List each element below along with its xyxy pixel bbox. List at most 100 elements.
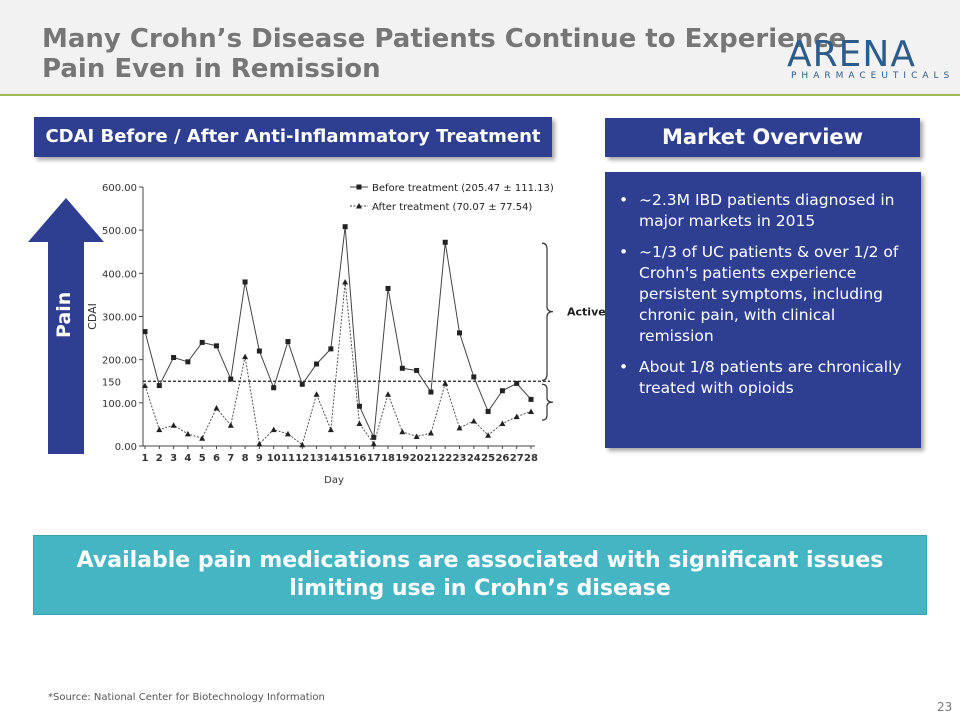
- banner-line-1: Available pain medications are associate…: [76, 548, 884, 573]
- x-tick-label: 21: [424, 453, 438, 464]
- x-tick-label: 1: [142, 453, 149, 464]
- data-point-after: [284, 430, 291, 437]
- x-tick-label: 23: [453, 453, 467, 464]
- x-tick-label: 6: [213, 453, 220, 464]
- data-point-before: [485, 408, 491, 414]
- market-bullet: ~1/3 of UC patients & over 1/2 of Crohn'…: [617, 242, 909, 347]
- series-line-before: [144, 226, 532, 440]
- legend-marker-after: [356, 203, 362, 209]
- x-tick-label: 8: [242, 453, 249, 464]
- data-point-after: [313, 391, 320, 397]
- data-point-before: [457, 330, 463, 336]
- y-tick-label: 200.00: [102, 356, 137, 367]
- data-point-before: [428, 389, 434, 395]
- data-point-after: [370, 440, 377, 447]
- remission-bracket: [541, 383, 554, 421]
- y-tick-label: 300.00: [102, 313, 137, 324]
- slide-header: [0, 0, 960, 94]
- active-label: Active: [567, 306, 606, 319]
- data-point-before: [199, 339, 205, 345]
- data-point-after: [399, 428, 406, 435]
- slide-title: Many Crohn’s Disease Patients Continue t…: [42, 24, 847, 84]
- x-tick-label: 26: [495, 453, 509, 464]
- data-point-after: [442, 380, 449, 386]
- data-point-before: [171, 355, 177, 361]
- cdai-line-chart: 0.00 100.00 200.00 300.00 400.00 500.00 600.00…: [86, 183, 606, 486]
- data-point-before: [142, 329, 148, 335]
- data-point-after: [142, 382, 148, 389]
- source-footnote: *Source: National Center for Biotechnolo…: [48, 692, 325, 703]
- market-bullet: About 1/8 patients are chronically treat…: [617, 357, 909, 399]
- data-point-after: [256, 440, 263, 447]
- x-axis-label: Day: [324, 475, 344, 486]
- threshold-label: 150: [102, 377, 121, 388]
- data-point-before: [256, 348, 262, 354]
- y-tick-label: 0.00: [115, 442, 137, 453]
- logo-subtitle: PHARMACEUTICALS: [791, 71, 955, 81]
- x-tick-label: 28: [524, 453, 538, 464]
- market-bullet: ~2.3M IBD patients diagnosed in major ma…: [617, 190, 909, 232]
- data-point-after: [327, 426, 334, 433]
- data-point-after: [342, 278, 349, 285]
- title-line-1: Many Crohn’s Disease Patients Continue t…: [42, 24, 847, 54]
- data-point-before: [228, 376, 234, 382]
- data-point-after: [170, 422, 177, 428]
- data-point-before: [528, 396, 534, 402]
- x-tick-label: 25: [481, 453, 495, 464]
- data-point-before: [399, 365, 405, 371]
- pain-arrow-icon: [28, 198, 104, 454]
- x-tick-label: 12: [295, 453, 309, 464]
- data-point-after: [270, 426, 277, 433]
- data-point-before: [499, 388, 505, 394]
- data-point-before: [156, 383, 162, 389]
- x-tick-label: 27: [510, 453, 524, 464]
- data-point-before: [385, 285, 391, 291]
- data-point-after: [227, 422, 234, 428]
- data-point-before: [285, 339, 291, 345]
- data-point-before: [471, 374, 477, 380]
- x-tick-label: 20: [410, 453, 424, 464]
- data-point-before: [271, 385, 277, 391]
- company-logo: ARENA PHARMACEUTICALS: [787, 34, 955, 82]
- data-point-before: [328, 346, 334, 352]
- x-tick-label: 16: [352, 453, 366, 464]
- x-tick-label: 10: [267, 453, 281, 464]
- data-point-before: [371, 434, 377, 440]
- market-bullet-list: ~2.3M IBD patients diagnosed in major ma…: [605, 172, 921, 399]
- data-point-after: [385, 391, 392, 397]
- data-point-after: [213, 405, 220, 411]
- logo-wordmark: ARENA: [787, 34, 916, 75]
- data-point-before: [514, 380, 520, 386]
- x-tick-label: 18: [381, 453, 395, 464]
- x-tick-label: 3: [170, 453, 177, 464]
- key-message-banner: Available pain medications are associate…: [33, 535, 927, 615]
- x-tick-label: 17: [367, 453, 381, 464]
- y-tick-label: 100.00: [102, 399, 137, 410]
- x-tick-label: 9: [256, 453, 263, 464]
- x-tick-label: 19: [395, 453, 409, 464]
- data-point-after: [356, 420, 363, 427]
- series-line-after: [144, 281, 532, 446]
- y-tick-label: 500.00: [102, 226, 137, 237]
- header-divider: [0, 94, 960, 96]
- legend-marker-before: [356, 184, 362, 190]
- x-tick-label: 22: [438, 453, 452, 464]
- data-point-after: [427, 430, 434, 436]
- legend-label-after: After treatment (70.07 ± 77.54): [372, 202, 532, 213]
- data-point-after: [413, 433, 420, 440]
- x-tick-label: 5: [199, 453, 206, 464]
- data-point-before: [342, 224, 348, 230]
- title-line-2: Pain Even in Remission: [42, 54, 381, 84]
- data-point-after: [499, 420, 506, 427]
- y-tick-label: 400.00: [102, 269, 137, 280]
- data-point-before: [185, 359, 191, 365]
- x-tick-label: 24: [467, 453, 481, 464]
- data-point-after: [199, 435, 206, 441]
- banner-line-2: limiting use in Crohn’s disease: [289, 576, 671, 601]
- data-point-after: [299, 441, 306, 448]
- x-tick-label: 13: [310, 453, 324, 464]
- data-point-before: [414, 367, 420, 373]
- chart-panel-heading: CDAI Before / After Anti-Inflammatory Tr…: [34, 117, 552, 157]
- x-tick-label: 11: [281, 453, 295, 464]
- y-tick-label: 600.00: [102, 183, 137, 194]
